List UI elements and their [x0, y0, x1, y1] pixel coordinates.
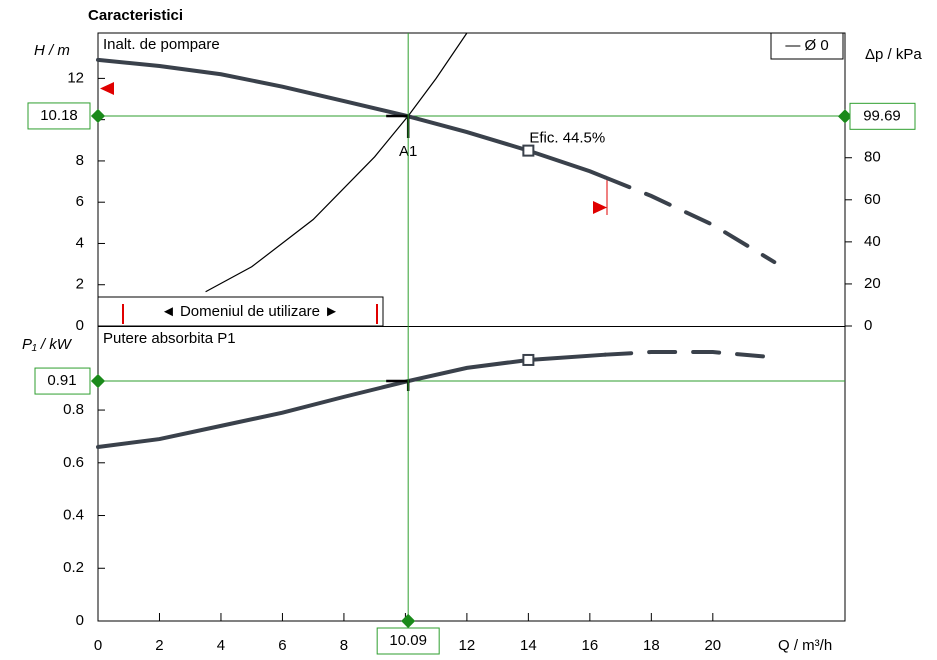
- system-curve: [205, 33, 468, 293]
- y-tick-label: 4: [76, 234, 84, 251]
- y-tick-label: 6: [76, 193, 84, 210]
- op-label-box: [376, 627, 440, 655]
- x-axis-label: Q / m³/h: [778, 637, 832, 654]
- x-tick-label: 6: [278, 637, 286, 654]
- op-y2-label: 99.69: [863, 107, 901, 124]
- y2-tick-label: 20: [864, 275, 881, 292]
- range-box: [97, 296, 384, 327]
- op-label-box: [27, 102, 91, 130]
- x-tick-label: 18: [643, 637, 660, 654]
- op-diamond: [837, 109, 853, 124]
- range-limit-marker: [593, 201, 607, 214]
- marker-label: Efic. 44.5%: [529, 130, 605, 147]
- y-tick-label: 0: [76, 317, 84, 334]
- op-diamond: [90, 108, 106, 124]
- op-label-box: [849, 102, 916, 130]
- y2-axis-label: Δp / kPa: [865, 46, 922, 63]
- op-diamond: [90, 373, 106, 389]
- y-tick-label: 0.6: [63, 454, 84, 471]
- y2-tick-label: 80: [864, 149, 881, 166]
- op-diamond: [401, 613, 416, 629]
- y2-tick-label: 40: [864, 233, 881, 250]
- chart-title: Caracteristici: [88, 7, 183, 24]
- x-tick-label: 16: [582, 637, 599, 654]
- x-tick-label: 20: [704, 637, 721, 654]
- x-tick-label: 2: [155, 637, 163, 654]
- marker-square: [522, 353, 535, 366]
- range-label: ◄ Domeniul de utilizare ►: [161, 303, 339, 320]
- curve: [603, 175, 777, 265]
- x-tick-label: 8: [340, 637, 348, 654]
- x-tick-label: 12: [459, 637, 476, 654]
- curve: [96, 57, 608, 180]
- x-tick-label: 14: [520, 637, 537, 654]
- op-y-label: 10.18: [40, 107, 78, 124]
- op-y-label: 0.91: [47, 372, 76, 389]
- y-tick-label: 0.4: [63, 506, 84, 523]
- marker-square: [522, 144, 535, 157]
- y-tick-label: 8: [76, 152, 84, 169]
- x-tick-label: 0: [94, 637, 102, 654]
- y-tick-label: 12: [67, 69, 84, 86]
- legend-box: [770, 32, 844, 60]
- curve: [96, 352, 608, 449]
- y-tick-label: 0.8: [63, 401, 84, 418]
- legend-entry: — Ø 0: [785, 37, 828, 54]
- y-tick-label: 2: [76, 276, 84, 293]
- y-tick-label: 0: [76, 612, 84, 629]
- y2-tick-label: 0: [864, 317, 872, 334]
- y2-tick-label: 60: [864, 191, 881, 208]
- y-tick-label: 0.2: [63, 559, 84, 576]
- y-axis-label: H / m: [34, 42, 70, 59]
- x-tick-label: 4: [217, 637, 225, 654]
- y-axis-label: P₁ / kW: [22, 336, 73, 353]
- panel-subtitle: Inalt. de pompare: [103, 36, 220, 53]
- op-label-box: [34, 367, 91, 395]
- panel-subtitle: Putere absorbita P1: [103, 330, 236, 347]
- op-x-label: 10.09: [389, 632, 427, 649]
- range-limit-marker: [100, 82, 114, 95]
- curve: [603, 350, 777, 360]
